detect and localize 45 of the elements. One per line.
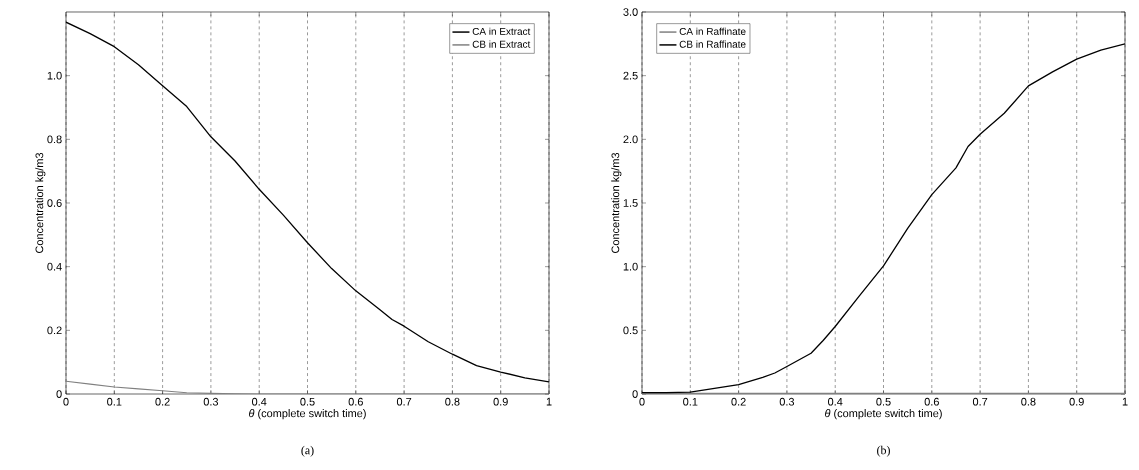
x-tick-label: 0.8 bbox=[1021, 397, 1036, 406]
y-tick-label: 1.0 bbox=[47, 71, 62, 80]
x-tick-label: 0.6 bbox=[924, 397, 939, 406]
y-tick-label: 1.5 bbox=[623, 199, 638, 207]
y-tick-label: 1.0 bbox=[623, 262, 638, 271]
y-tick-label: 0.2 bbox=[47, 326, 62, 335]
text: (a) bbox=[301, 445, 314, 457]
x-tick-label: 1 bbox=[1122, 397, 1128, 406]
x-tick-label: 1 bbox=[546, 397, 552, 406]
x-tick-label: 0.2 bbox=[155, 397, 170, 406]
legend-label: CA in Extract bbox=[472, 27, 531, 35]
x-tick-label: 0.2 bbox=[731, 397, 746, 406]
y-tick-label: 0 bbox=[56, 390, 62, 398]
x-tick-label: 0 bbox=[639, 397, 645, 406]
legend-label: CB in Raffinate bbox=[679, 40, 746, 48]
y-axis-title: Concentration kg/m3 bbox=[35, 152, 46, 253]
y-axis-title: Concentration kg/m3 bbox=[611, 152, 622, 253]
y-tick-label: 2.0 bbox=[623, 135, 638, 144]
x-tick-label: 0.7 bbox=[972, 397, 988, 406]
text: (b) bbox=[877, 445, 890, 457]
legend-label: CA in Raffinate bbox=[679, 27, 746, 35]
x-tick-label: 0.5 bbox=[300, 397, 315, 406]
y-tick-label: 2.5 bbox=[623, 71, 638, 80]
y-tick-label: 0.4 bbox=[47, 262, 62, 271]
x-tick-label: 0.9 bbox=[493, 397, 508, 406]
x-tick-label: 0.7 bbox=[396, 397, 412, 406]
x-tick-label: 0.5 bbox=[876, 397, 891, 406]
x-tick-label: 0.1 bbox=[107, 397, 122, 406]
y-tick-label: 0 bbox=[632, 390, 638, 398]
y-tick-label: 0.5 bbox=[623, 326, 638, 335]
y-tick-label: 0.8 bbox=[47, 135, 62, 144]
x-tick-label: 0.8 bbox=[445, 397, 460, 406]
x-axis-title: θ (complete switch time) bbox=[249, 409, 366, 420]
x-tick-label: 0.1 bbox=[683, 397, 698, 406]
x-tick-label: 0.4 bbox=[828, 397, 843, 406]
x-tick-label: 0.6 bbox=[348, 397, 363, 406]
y-tick-label: 3.0 bbox=[623, 8, 638, 16]
x-tick-label: 0.9 bbox=[1069, 397, 1084, 406]
x-axis-title: θ (complete switch time) bbox=[825, 409, 942, 420]
x-tick-label: 0.3 bbox=[779, 397, 795, 406]
x-tick-label: 0.4 bbox=[252, 397, 267, 406]
y-tick-label: 0.6 bbox=[47, 199, 62, 207]
x-tick-label: 0 bbox=[63, 397, 69, 406]
x-tick-label: 0.3 bbox=[203, 397, 219, 406]
legend-label: CB in Extract bbox=[472, 40, 531, 48]
